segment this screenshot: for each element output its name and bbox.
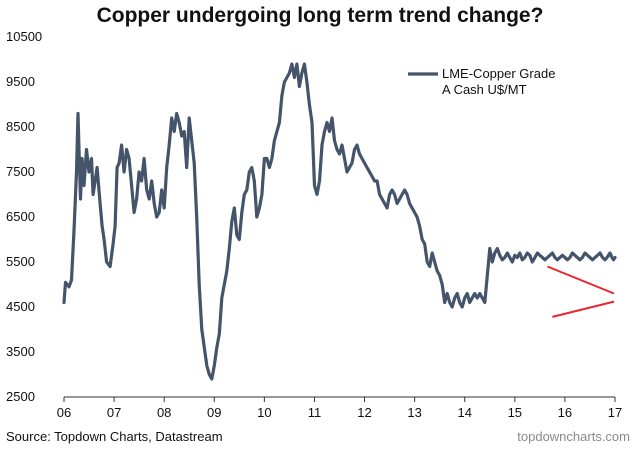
site-credit: topdowncharts.com [517,429,630,444]
chart-title: Copper undergoing long term trend change… [96,4,544,27]
y-tick-label: 4500 [6,299,35,314]
x-tick-label: 15 [508,405,522,420]
legend-label: LME-Copper Grade [442,66,555,81]
y-tick-label: 10500 [6,29,42,44]
source-note: Source: Topdown Charts, Datastream [6,429,223,444]
x-tick-label: 10 [257,405,271,420]
y-tick-label: 6500 [6,209,35,224]
chart-series [62,62,617,381]
x-tick-label: 11 [308,405,322,420]
x-tick-label: 16 [558,405,572,420]
y-tick-label: 2500 [6,389,35,404]
y-tick-label: 7500 [6,164,35,179]
x-tick-label: 17 [608,405,622,420]
x-tick-label: 07 [107,405,121,420]
x-tick-label: 13 [407,405,421,420]
trendline [552,300,615,318]
y-tick-label: 8500 [6,119,35,134]
x-tick-label: 09 [207,405,221,420]
x-tick-label: 12 [357,405,371,420]
y-tick-label: 5500 [6,254,35,269]
chart-axes: 2500 3500 4500 5500 6500 7500 8500 9500 10500 06 0… [6,29,622,420]
y-tick-label: 9500 [6,74,35,89]
legend-label: A Cash U$/MT [442,82,527,97]
trendlines [547,265,615,318]
series-line [62,62,617,381]
x-tick-label: 06 [57,405,71,420]
y-tick-label: 3500 [6,344,35,359]
x-tick-label: 08 [157,405,171,420]
x-tick-label: 14 [457,405,471,420]
trendline [547,265,615,295]
